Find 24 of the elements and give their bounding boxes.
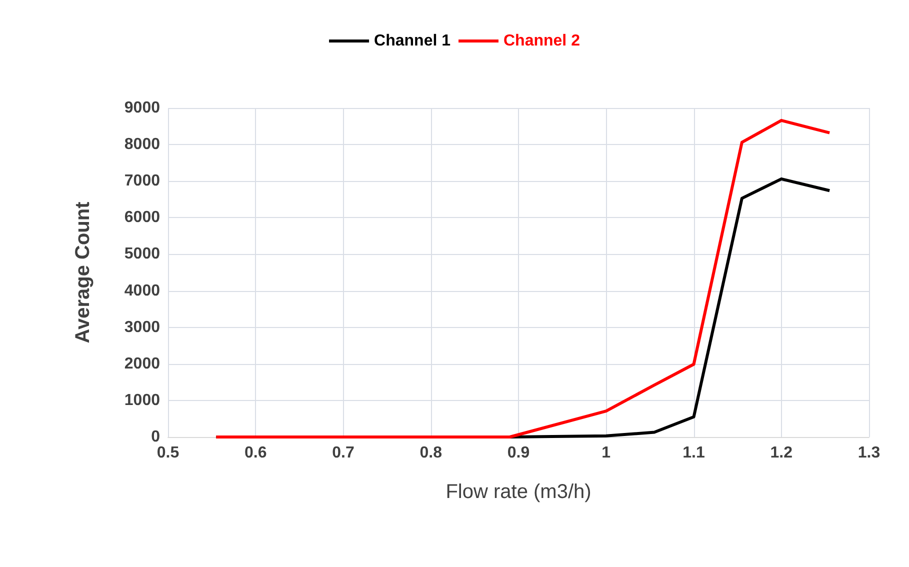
x-tick-label: 0.5: [156, 444, 180, 462]
x-tick-label: 1: [602, 444, 611, 462]
x-tick-label: 1.1: [682, 444, 705, 462]
y-tick-label: 9000: [124, 100, 160, 116]
y-tick-label: 8000: [124, 136, 160, 154]
y-tick-label: 3000: [124, 318, 160, 336]
line-series: [214, 118, 832, 438]
legend-label: Channel 2: [504, 32, 580, 50]
legend-label: Channel 1: [374, 32, 451, 50]
y-tick-label: 7000: [124, 172, 160, 190]
x-tick-label: 1.2: [770, 444, 793, 462]
y-tick-label: 6000: [124, 209, 160, 226]
y-tick-label: 4000: [124, 282, 160, 300]
x-tick-label: 0.8: [420, 444, 442, 462]
x-axis-title: Flow rate (m3/h): [446, 481, 592, 503]
x-tick-label: 1.3: [858, 444, 880, 462]
x-tick-label: 0.9: [507, 444, 530, 462]
x-tick-label: 0.7: [332, 444, 354, 462]
y-tick-label: 5000: [124, 246, 160, 263]
x-tick-label: 0.6: [244, 444, 267, 462]
y-tick-label: 2000: [124, 355, 160, 372]
y-axis-title: Average Count: [72, 201, 94, 344]
y-tick-label: 1000: [124, 392, 160, 409]
y-tick-label: 0: [151, 428, 160, 446]
